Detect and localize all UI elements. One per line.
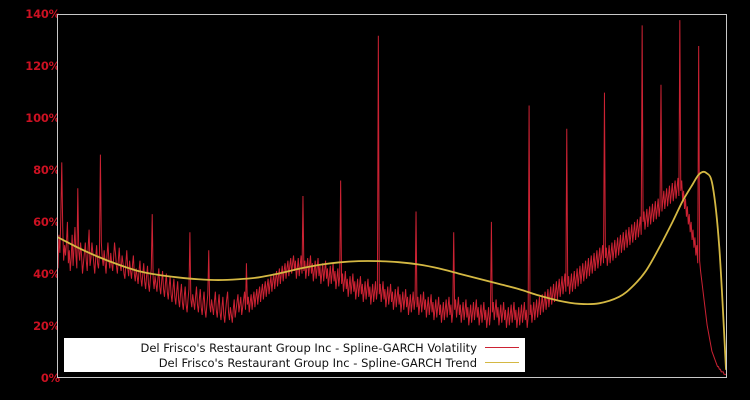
volatility-series-line <box>58 20 726 374</box>
y-tick-label: 120% <box>25 59 60 73</box>
legend-entry-volatility: Del Frisco's Restaurant Group Inc - Spli… <box>64 340 519 355</box>
y-tick-label: 100% <box>25 111 60 125</box>
chart-legend: Del Frisco's Restaurant Group Inc - Spli… <box>64 338 525 372</box>
y-tick-label: 80% <box>33 163 60 177</box>
legend-label-volatility: Del Frisco's Restaurant Group Inc - Spli… <box>140 340 478 355</box>
y-tick-label: 140% <box>25 7 60 21</box>
plot-svg <box>58 15 726 377</box>
y-tick-label: 40% <box>33 267 60 281</box>
trend-series-line <box>58 172 726 369</box>
legend-entry-trend: Del Frisco's Restaurant Group Inc - Spli… <box>64 355 519 370</box>
legend-label-trend: Del Frisco's Restaurant Group Inc - Spli… <box>158 355 477 370</box>
y-tick-label: 20% <box>33 319 60 333</box>
y-tick-label: 0% <box>40 371 60 385</box>
legend-swatch-volatility <box>485 347 519 348</box>
y-tick-label: 60% <box>33 215 60 229</box>
legend-swatch-trend <box>485 362 519 363</box>
plot-area <box>57 14 727 378</box>
